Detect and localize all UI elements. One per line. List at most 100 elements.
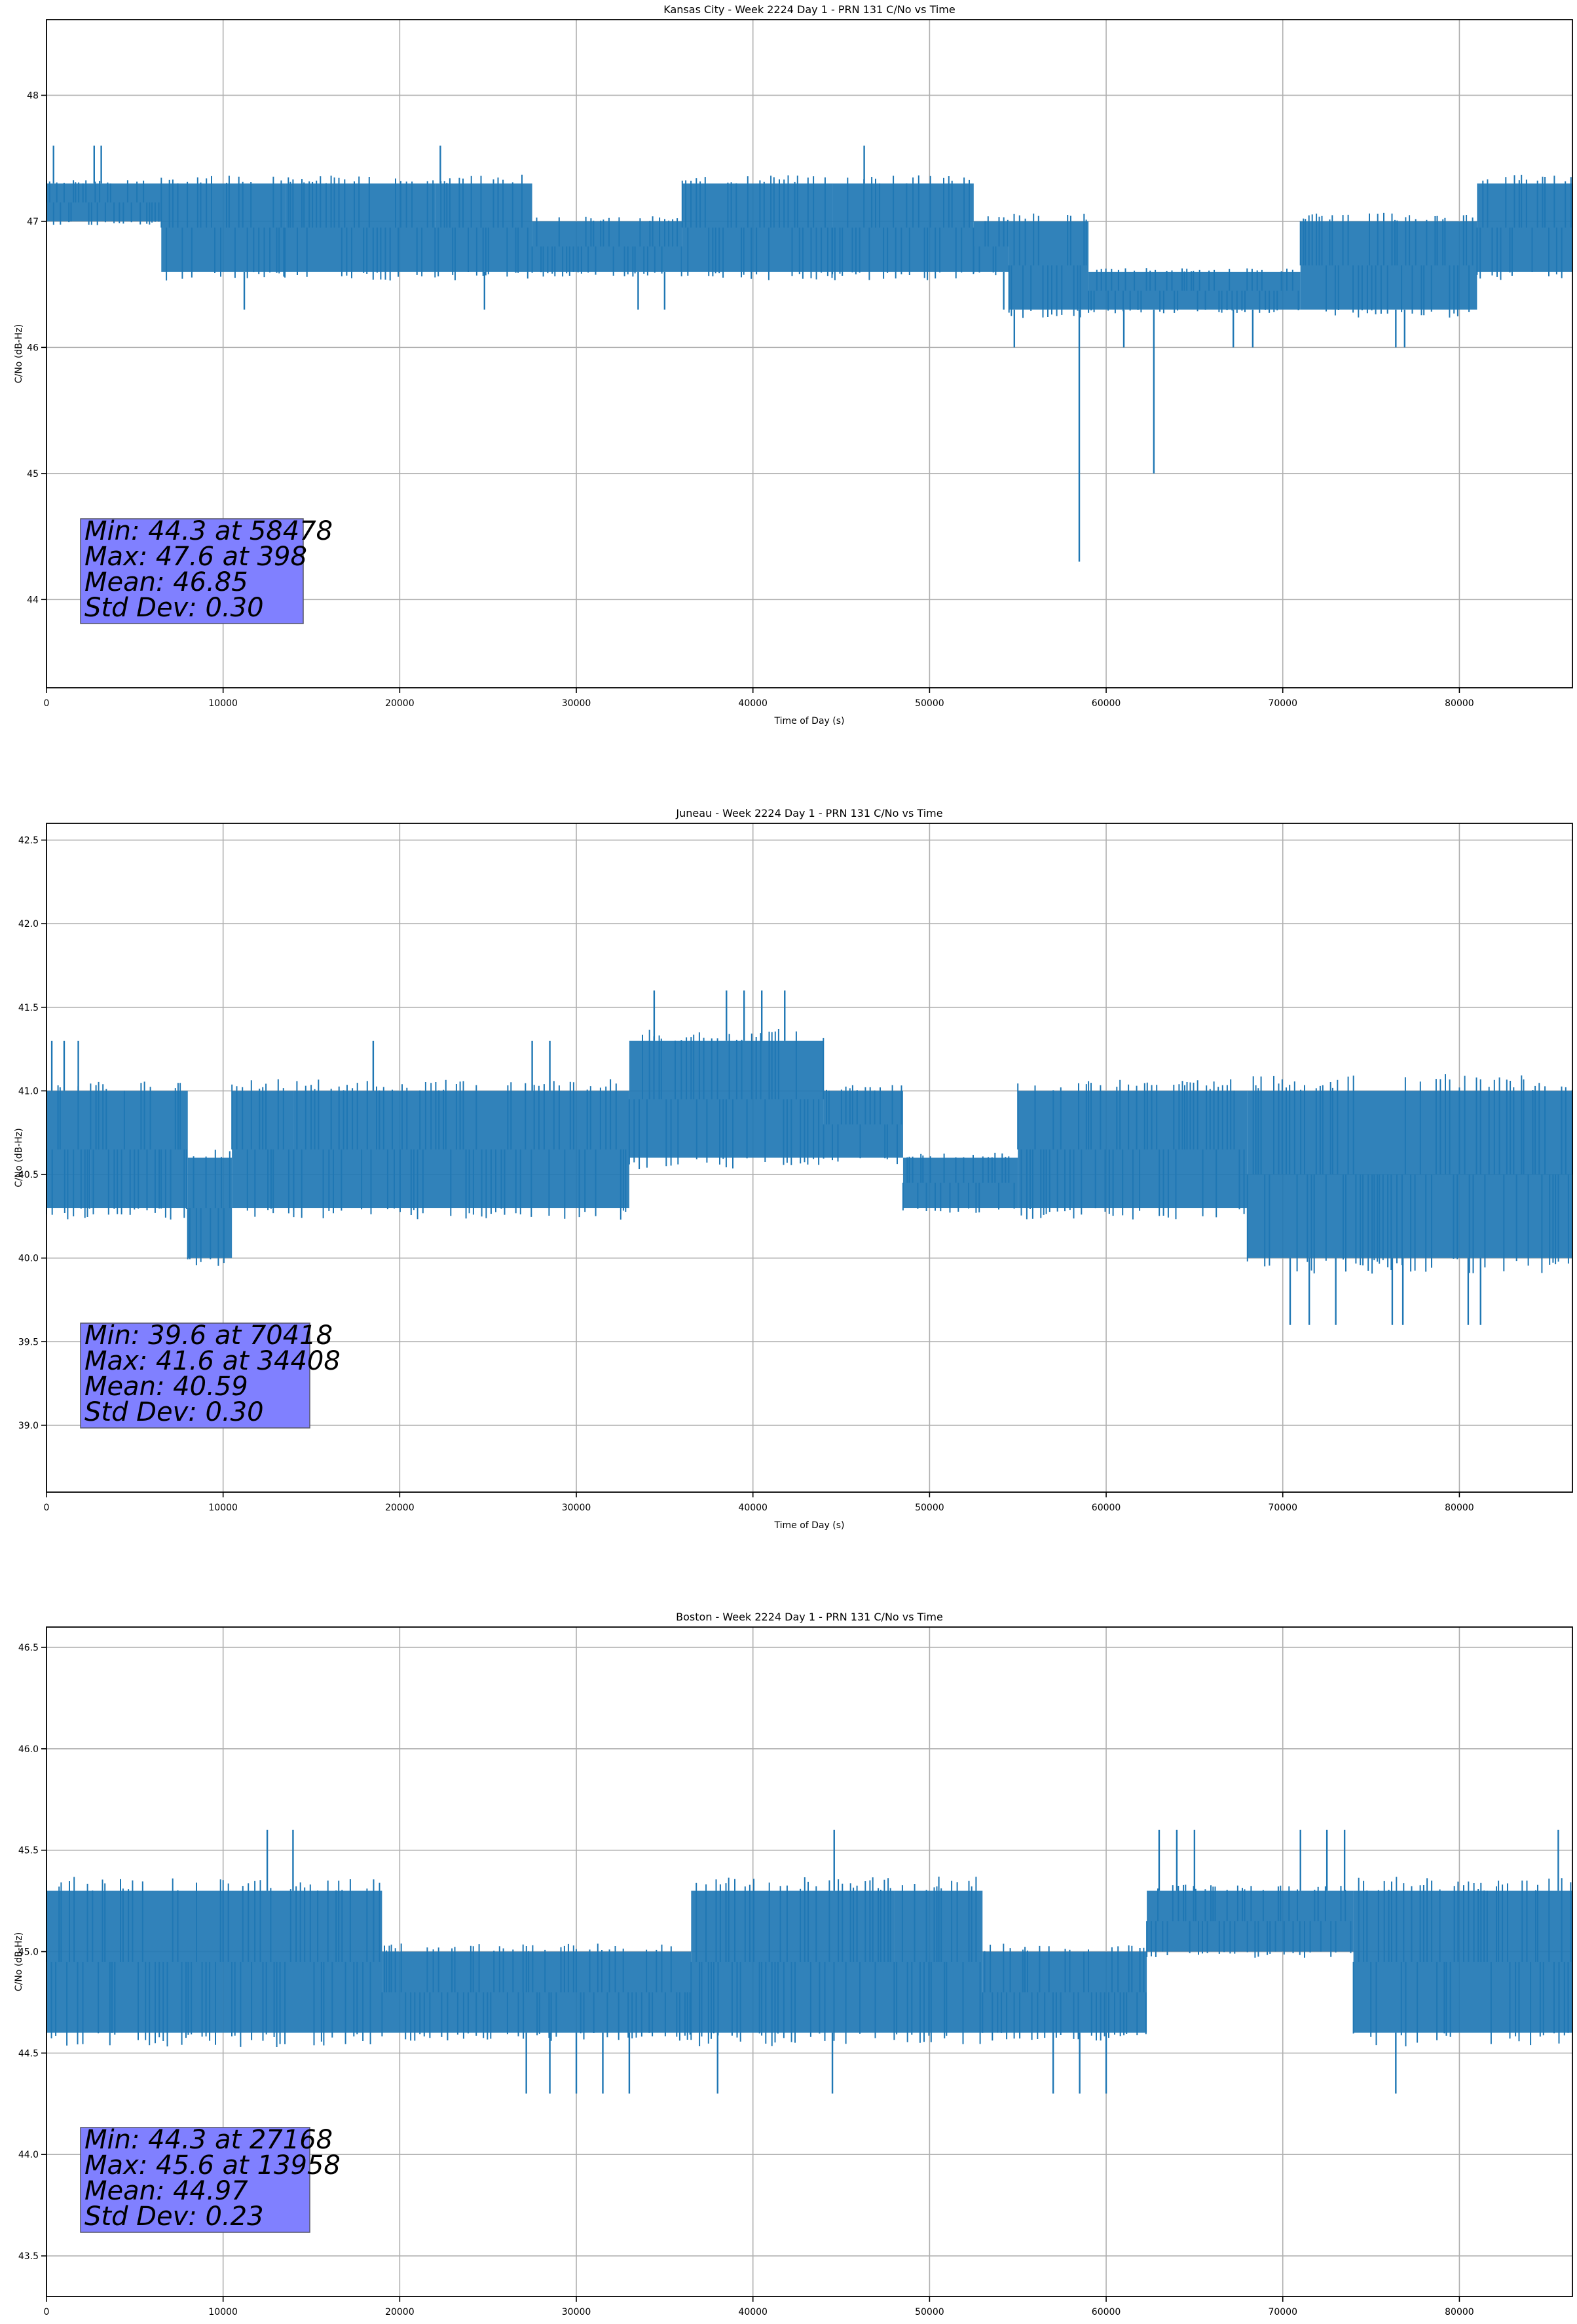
y-tick-label: 46 (27, 343, 39, 353)
y-tick-label: 45.5 (18, 1846, 39, 1856)
series-segment (90, 1081, 187, 1220)
stats-box (80, 1322, 310, 1429)
series-band (285, 183, 436, 272)
y-tick-label: 41.0 (18, 1086, 39, 1096)
series-trace (46, 990, 1573, 1325)
stats-line: Mean: 44.97 (84, 2176, 248, 2206)
series-band (1477, 183, 1572, 272)
y-tick-label: 48 (27, 90, 39, 101)
x-tick-label: 80000 (1445, 2307, 1474, 2317)
series-segment (1458, 1075, 1573, 1273)
series-band (223, 1890, 382, 2033)
stats-line: Mean: 40.59 (84, 1372, 248, 1402)
stats-line: Std Dev: 0.23 (84, 2202, 264, 2232)
x-tick-label: 40000 (738, 698, 768, 709)
stats-line: Max: 47.6 at 398 (84, 542, 307, 572)
x-tick-label: 10000 (208, 2307, 238, 2317)
x-tick-label: 0 (44, 698, 50, 709)
y-tick-label: 44.5 (18, 2048, 39, 2059)
series-segment (434, 174, 529, 280)
x-tick-label: 20000 (385, 698, 415, 709)
series-band (46, 1890, 223, 2033)
x-tick-label: 30000 (562, 2307, 591, 2317)
series-segment (1008, 214, 1087, 318)
x-tick-label: 0 (44, 2307, 50, 2317)
x-tick-label: 30000 (562, 1503, 591, 1513)
series-segment (231, 1079, 295, 1217)
series-segment (628, 1029, 825, 1169)
y-tick-label: 39.5 (18, 1337, 39, 1347)
x-tick-label: 20000 (385, 2307, 415, 2317)
stats-line: Min: 39.6 at 70418 (84, 1321, 333, 1351)
x-tick-label: 70000 (1268, 2307, 1297, 2317)
series-band (1147, 1890, 1354, 1952)
y-tick-label: 42.0 (18, 919, 39, 929)
series-segment (1352, 1877, 1572, 2047)
series-segment (1246, 1074, 1458, 1274)
series-segment (284, 176, 434, 281)
x-tick-label: 40000 (738, 1503, 768, 1513)
series-band (46, 183, 162, 221)
stats-box (80, 518, 304, 624)
series-segment (832, 175, 974, 280)
y-tick-label: 46.0 (18, 1744, 39, 1755)
series-segment (293, 1079, 627, 1220)
series-band (382, 1951, 524, 2033)
series-band (46, 1091, 91, 1209)
series-segment (160, 176, 285, 281)
y-tick-label: 41.5 (18, 1003, 39, 1013)
series-band (90, 1091, 188, 1209)
chart-title: Juneau - Week 2224 Day 1 - PRN 131 C/No … (675, 807, 942, 819)
stats-line: Std Dev: 0.30 (84, 593, 264, 623)
y-tick-label: 43.5 (18, 2251, 39, 2262)
plot-frame (46, 823, 1573, 1493)
x-tick-label: 60000 (1092, 1503, 1121, 1513)
series-segment (973, 216, 1009, 276)
x-tick-label: 50000 (915, 698, 944, 709)
stats-line: Min: 44.3 at 58478 (84, 516, 333, 546)
x-tick-label: 60000 (1092, 698, 1121, 709)
series-segment (1017, 1079, 1245, 1220)
series-segment (1088, 268, 1299, 314)
y-tick-label: 39.0 (18, 1421, 39, 1431)
series-band (161, 183, 286, 272)
x-tick-label: 70000 (1268, 1503, 1297, 1513)
x-tick-label: 80000 (1445, 1503, 1474, 1513)
x-tick-label: 20000 (385, 1503, 415, 1513)
x-tick-label: 0 (44, 1503, 50, 1513)
y-tick-label: 40.0 (18, 1254, 39, 1264)
plot-frame (46, 19, 1573, 688)
y-tick-label: 42.5 (18, 836, 39, 846)
y-tick-label: 44.0 (18, 2150, 39, 2160)
stats-line: Min: 44.3 at 27168 (84, 2125, 333, 2155)
y-tick-label: 45 (27, 469, 39, 479)
series-segment (823, 1085, 902, 1165)
x-tick-label: 30000 (562, 698, 591, 709)
x-tick-label: 40000 (738, 2307, 768, 2317)
series-segment (187, 1150, 231, 1266)
x-tick-label: 50000 (915, 2307, 944, 2317)
stats-box (80, 2127, 310, 2233)
x-tick-label: 60000 (1092, 2307, 1121, 2317)
chart-panel-1: 0 10000 20000 30000 40000 50000 60000 70000 8000… (14, 3, 1573, 726)
y-tick-label: 40.5 (18, 1170, 39, 1180)
y-tick-label: 45.0 (18, 1947, 39, 1958)
y-tick-label: 46.5 (18, 1643, 39, 1653)
series-segment (381, 1943, 524, 2041)
x-axis-label: Time of Day (s) (774, 1520, 845, 1531)
y-axis-label: C/No (dB-Hz) (14, 324, 24, 383)
series-band (1009, 221, 1089, 310)
x-tick-label: 70000 (1268, 698, 1297, 709)
x-tick-label: 10000 (208, 698, 238, 709)
x-axis-label: Time of Day (s) (774, 716, 845, 726)
stats-line: Std Dev: 0.30 (84, 1397, 264, 1427)
x-tick-label: 80000 (1445, 698, 1474, 709)
plot-frame (46, 1626, 1573, 2297)
chart-title: Boston - Week 2224 Day 1 - PRN 131 C/No … (676, 1611, 943, 1623)
stats-line: Mean: 46.85 (84, 567, 248, 597)
x-tick-label: 10000 (208, 1503, 238, 1513)
series-band (691, 1890, 895, 2033)
series-band (823, 1091, 903, 1158)
stats-line: Max: 41.6 at 34408 (84, 1346, 341, 1376)
